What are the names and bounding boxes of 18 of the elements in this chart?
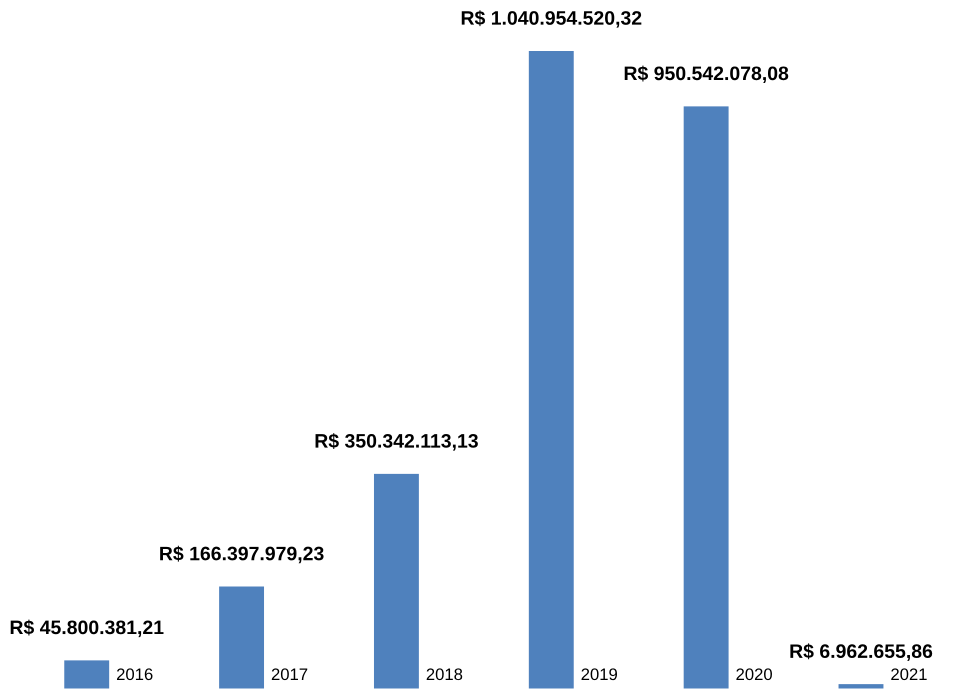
bar [528,50,574,688]
x-tick-label: 2019 [582,668,617,680]
bar [219,586,264,688]
data-label: R$ 166.397.979,23 [160,546,324,564]
x-tick-label: 2016 [116,668,152,680]
x-tick-label: 2020 [736,668,772,680]
bar [684,106,729,688]
x-tick-label: 2021 [891,668,927,680]
bar [838,684,884,688]
x-tick-label: 2017 [272,668,308,680]
data-label: R$ 45.800.381,21 [10,620,164,638]
data-label: R$ 6.962.655,86 [790,643,932,661]
bar [374,474,419,688]
data-label: R$ 1.040.954.520,32 [462,10,642,28]
data-label: R$ 350.342.113,13 [316,433,478,451]
bar [64,660,110,688]
x-tick-label: 2018 [426,668,462,680]
data-label: R$ 950.542.078,08 [624,66,788,84]
